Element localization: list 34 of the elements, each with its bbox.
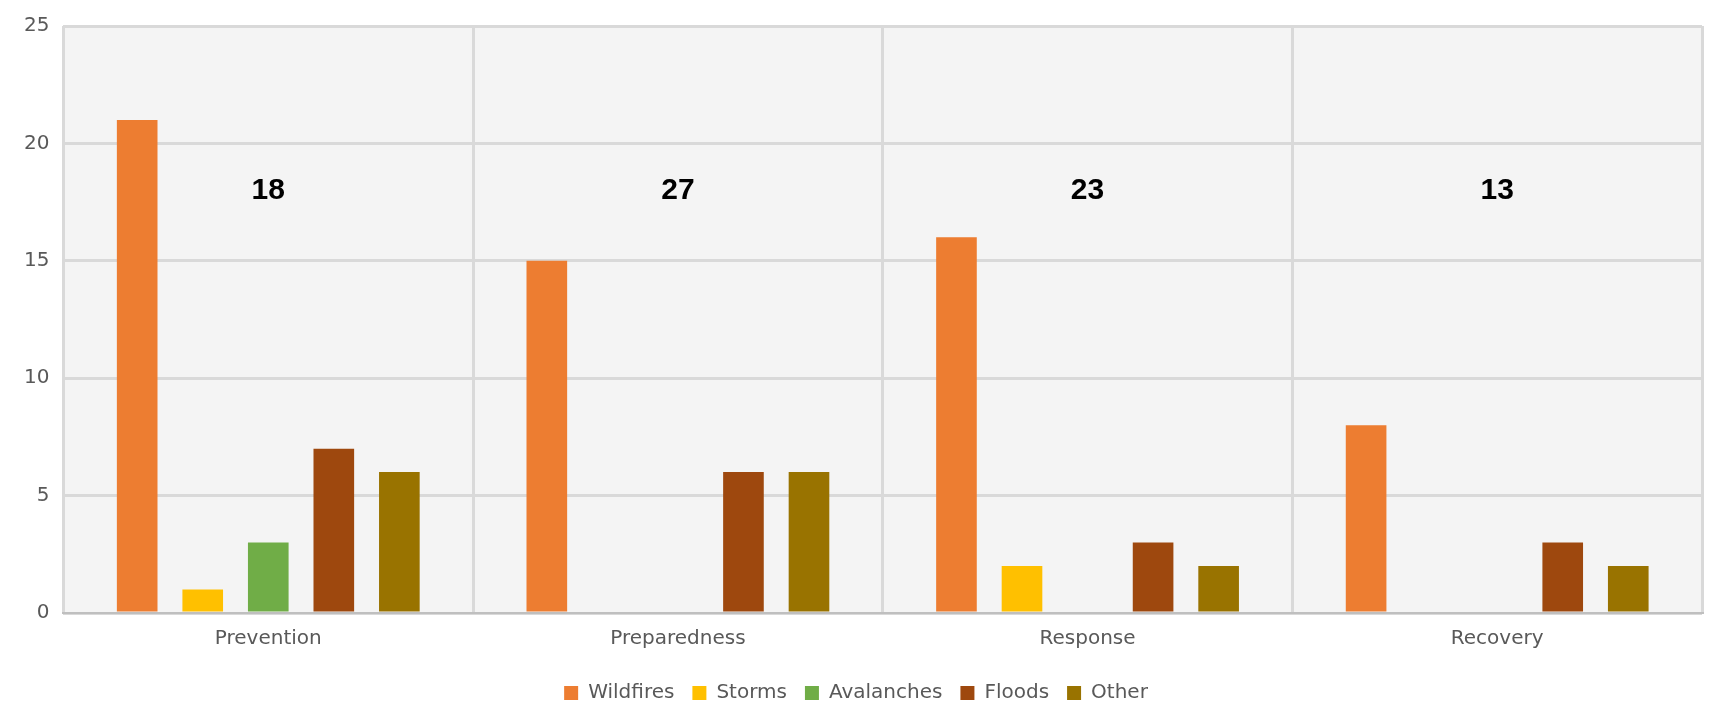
y-tick-label: 25 <box>24 12 50 37</box>
legend-label: Storms <box>716 679 787 704</box>
bar <box>313 448 355 612</box>
bar <box>1542 542 1584 612</box>
bar <box>1607 566 1649 612</box>
bar <box>1198 566 1239 612</box>
y-tick-label: 20 <box>24 129 50 154</box>
bar <box>1345 425 1387 612</box>
annotation: 13 <box>1480 171 1514 205</box>
x-tick-label: Preparedness <box>610 625 746 650</box>
legend-label: Other <box>1091 679 1149 704</box>
bar <box>1001 566 1043 612</box>
legend-label: Floods <box>984 679 1050 704</box>
annotation: 23 <box>1070 171 1105 205</box>
annotation: 18 <box>251 171 285 205</box>
y-tick-label: 10 <box>24 364 50 389</box>
x-tick-label: Prevention <box>214 625 322 650</box>
bar <box>723 472 764 612</box>
bar <box>788 472 830 612</box>
bar <box>379 472 420 612</box>
y-tick-label: 5 <box>36 481 50 506</box>
bar <box>1132 542 1174 612</box>
x-tick-label: Recovery <box>1450 625 1544 650</box>
legend-label: Avalanches <box>828 679 943 704</box>
legend-label: Wildfires <box>588 679 675 704</box>
bar <box>526 260 568 612</box>
bar <box>182 589 224 612</box>
bar <box>247 542 289 612</box>
y-tick-label: 15 <box>24 247 50 271</box>
y-tick-label: 0 <box>36 599 50 624</box>
bar <box>936 237 977 612</box>
x-tick-label: Response <box>1039 625 1136 650</box>
bar <box>116 119 158 612</box>
annotation: 27 <box>661 171 695 205</box>
